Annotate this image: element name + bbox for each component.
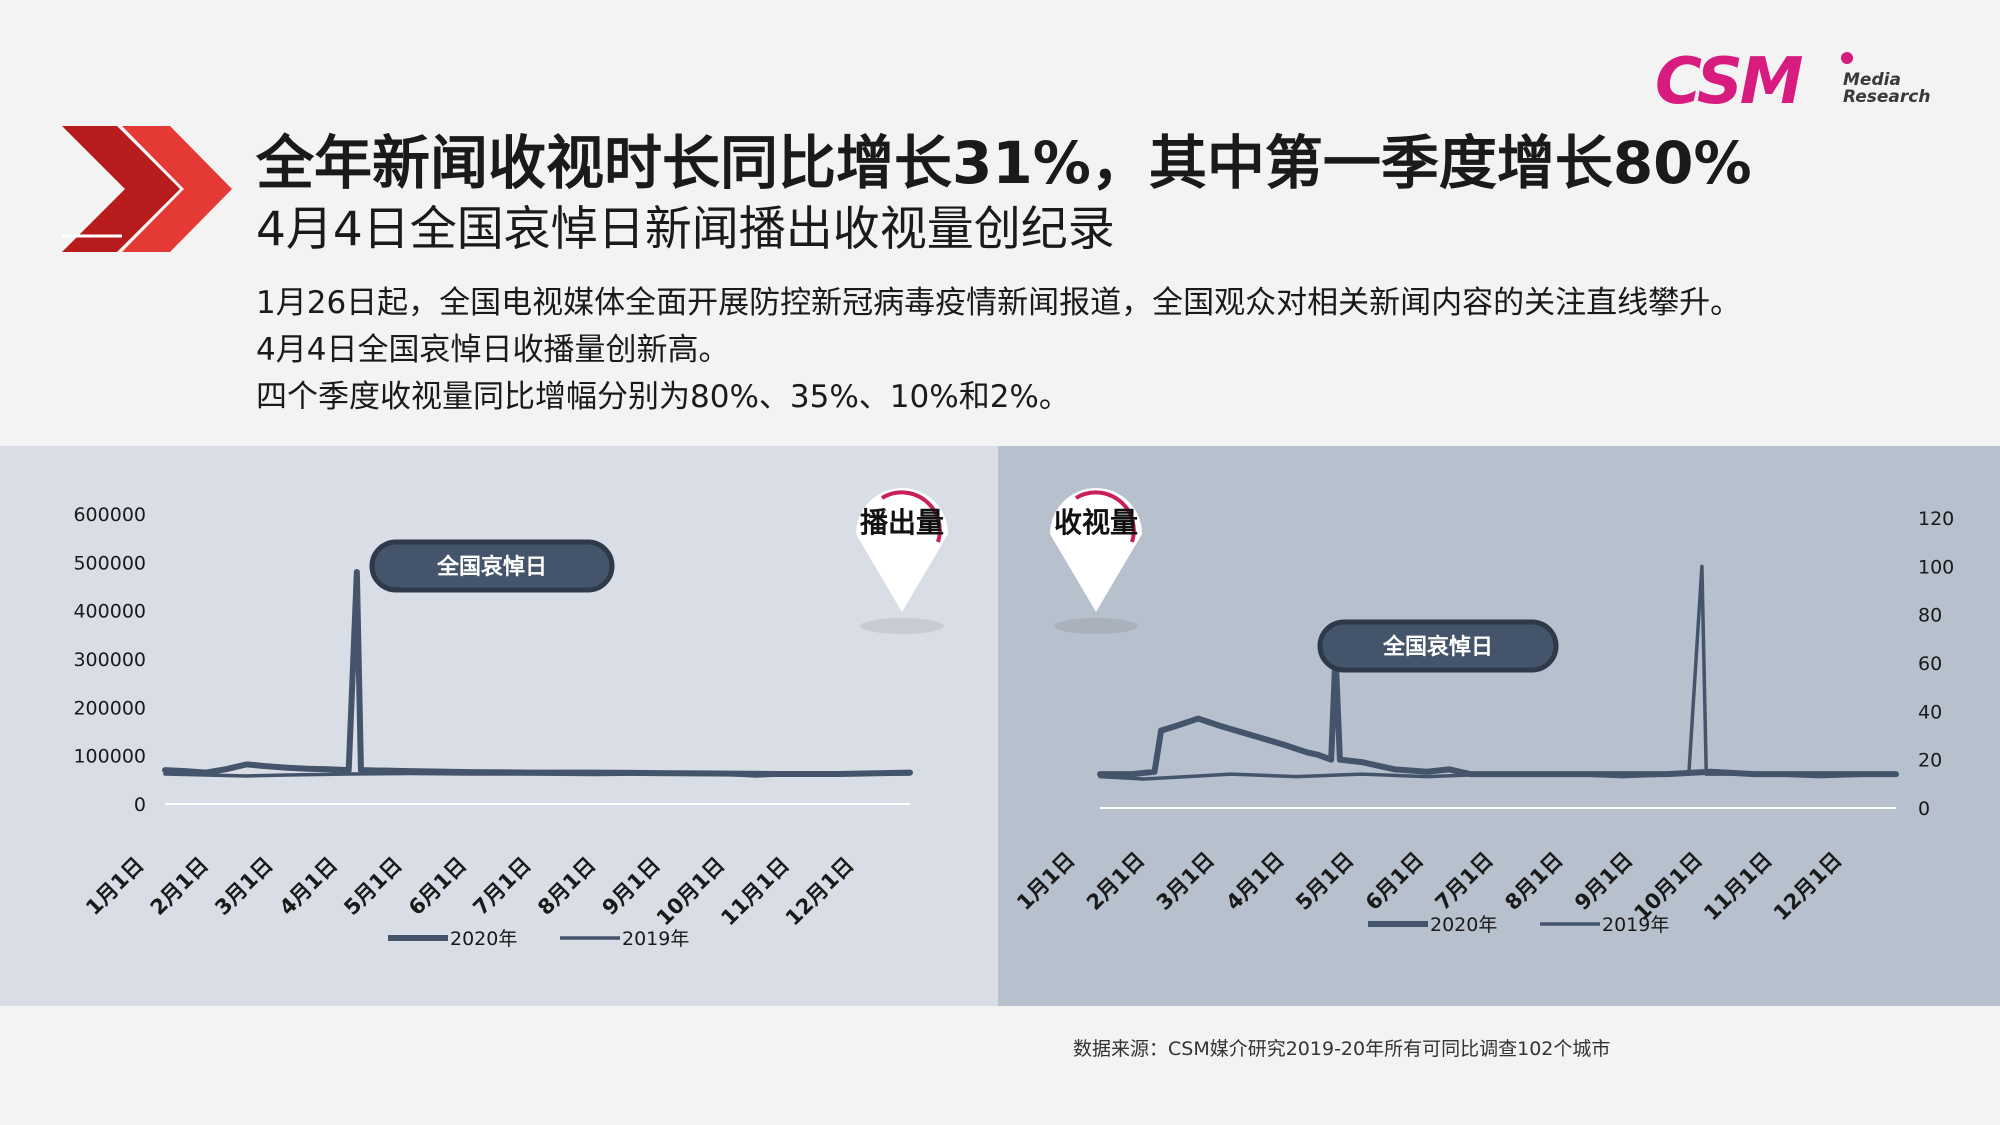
y-tick-label: 120 xyxy=(1918,508,1954,530)
x-tick-label: 4月1日 xyxy=(1221,848,1288,915)
x-tick-label: 11月1日 xyxy=(716,853,794,931)
x-tick-label: 4月1日 xyxy=(275,853,342,920)
legend-label: 2019年 xyxy=(622,928,689,950)
page-subtitle: 4月4日全国哀悼日新闻播出收视量创纪录 xyxy=(256,202,1115,257)
y-tick-label: 200000 xyxy=(73,697,146,719)
x-tick-label: 3月1日 xyxy=(210,853,277,920)
x-tick-label: 12月1日 xyxy=(781,853,859,931)
mourning-day-badge xyxy=(369,539,615,593)
y-tick-label: 0 xyxy=(1918,798,1930,820)
legend-label: 2020年 xyxy=(1430,914,1497,936)
x-tick-label: 2月1日 xyxy=(1082,848,1149,915)
x-tick-label: 5月1日 xyxy=(1291,848,1358,915)
series-line-2020年 xyxy=(162,569,913,778)
y-tick-label: 40 xyxy=(1918,701,1942,723)
annotation-label: 全国哀悼日 xyxy=(436,554,547,580)
y-tick-label: 100 xyxy=(1918,556,1954,578)
viewership-volume-chart: 120 100 80 60 40 20 0 1月1日 2月1日 3月1日 4月1日 5月1日 6月1日 7… xyxy=(1012,488,1954,936)
logo-dot xyxy=(1841,52,1853,64)
body-text: 1月26日起，全国电视媒体全面开展防控新冠病毒疫情新闻报道，全国观众对相关新闻内… xyxy=(256,280,1741,421)
viewership-chart-panel: 120 100 80 60 40 20 0 1月1日 2月1日 3月1日 4月1日 5月1日 6月1日 7… xyxy=(998,446,2000,1006)
csm-logo: CSM Media Research xyxy=(1655,50,1955,120)
logo-main-text: CSM xyxy=(1655,45,1803,119)
chart-title: 收视量 xyxy=(1054,506,1138,539)
chart-title: 播出量 xyxy=(860,506,944,539)
x-tick-label: 3月1日 xyxy=(1152,848,1219,915)
x-tick-label: 10月1日 xyxy=(652,853,730,931)
x-tick-label: 7月1日 xyxy=(1431,848,1498,915)
y-tick-label: 20 xyxy=(1918,750,1942,772)
marker-shadow xyxy=(860,618,944,634)
annotation-label: 全国哀悼日 xyxy=(1382,634,1493,660)
y-tick-label: 300000 xyxy=(73,649,146,671)
series-line-2019年 xyxy=(1098,564,1898,781)
location-pin-icon xyxy=(1050,488,1142,612)
y-tick-label: 100000 xyxy=(73,746,146,768)
x-tick-label: 8月1日 xyxy=(1500,848,1567,915)
y-tick-label: 500000 xyxy=(73,552,146,574)
marker-shadow xyxy=(1054,618,1138,634)
series-line-2019年 xyxy=(163,771,912,778)
x-tick-label: 6月1日 xyxy=(1361,848,1428,915)
body-line: 4月4日全国哀悼日收播量创新高。 xyxy=(256,332,730,368)
x-tick-label: 11月1日 xyxy=(1699,848,1777,926)
legend-label: 2019年 xyxy=(1602,914,1669,936)
body-line: 四个季度收视量同比增幅分别为80%、35%、10%和2%。 xyxy=(256,379,1070,415)
x-tick-label: 7月1日 xyxy=(468,853,535,920)
x-tick-label: 12月1日 xyxy=(1769,848,1847,926)
x-tick-label: 8月1日 xyxy=(533,853,600,920)
y-tick-label: 600000 xyxy=(73,504,146,526)
x-tick-label: 6月1日 xyxy=(404,853,471,920)
y-tick-label: 400000 xyxy=(73,601,146,623)
location-pin-icon xyxy=(856,488,948,612)
broadcast-volume-chart: 600000 500000 400000 300000 200000 100000 0 1月1… xyxy=(73,488,948,950)
x-tick-label: 1月1日 xyxy=(1012,848,1079,915)
page-title: 全年新闻收视时长同比增长31%，其中第一季度增长80% xyxy=(256,129,1752,197)
body-line: 1月26日起，全国电视媒体全面开展防控新冠病毒疫情新闻报道，全国观众对相关新闻内… xyxy=(256,285,1742,321)
mourning-day-badge xyxy=(1317,619,1559,673)
data-source-note: 数据来源：CSM媒介研究2019-20年所有可同比调查102个城市 xyxy=(1073,1038,1611,1060)
x-tick-label: 5月1日 xyxy=(339,853,406,920)
logo-sub-text: Media Research xyxy=(1843,70,1931,107)
legend-label: 2020年 xyxy=(450,928,517,950)
y-tick-label: 60 xyxy=(1918,653,1942,675)
y-tick-label: 80 xyxy=(1918,605,1942,627)
x-tick-label: 1月1日 xyxy=(81,853,148,920)
y-tick-label: 0 xyxy=(134,794,146,816)
x-tick-label: 2月1日 xyxy=(146,853,213,920)
broadcast-chart-panel: 600000 500000 400000 300000 200000 100000 0 1月1… xyxy=(0,446,998,1006)
pin-accent-arc xyxy=(1074,490,1136,543)
chevron-arrows-icon xyxy=(62,126,232,252)
x-tick-label: 9月1日 xyxy=(1570,848,1637,915)
pin-accent-arc xyxy=(880,490,942,543)
